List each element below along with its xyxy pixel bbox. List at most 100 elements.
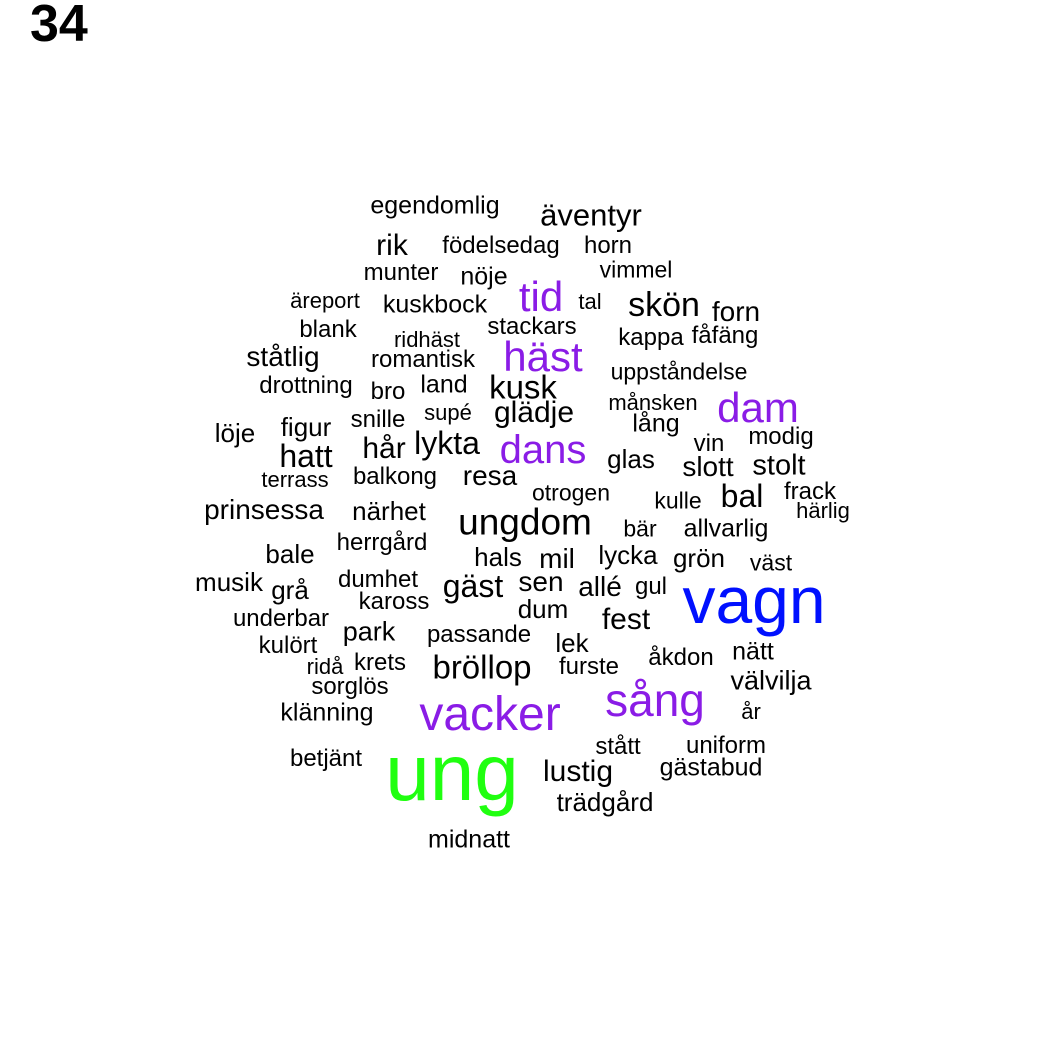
cloud-word: sen: [518, 566, 564, 597]
cloud-word: glädje: [493, 396, 575, 429]
cloud-word: dans: [499, 428, 587, 472]
cloud-word: kulle: [654, 487, 702, 514]
cloud-word: passande: [426, 621, 532, 648]
cloud-word: bröllop: [432, 648, 532, 686]
cloud-word: krets: [353, 649, 407, 676]
cloud-word: drottning: [259, 372, 353, 399]
cloud-word: födelsedag: [442, 232, 560, 259]
cloud-word: fest: [601, 603, 651, 636]
cloud-word: välvilja: [730, 665, 812, 696]
cloud-word: mil: [539, 543, 575, 574]
cloud-word: land: [420, 370, 468, 399]
cloud-word: hatt: [279, 438, 333, 474]
cloud-word: åkdon: [648, 644, 714, 671]
cloud-word: uppståndelse: [610, 358, 748, 385]
cloud-word: gul: [634, 573, 668, 600]
cloud-word: löje: [214, 418, 256, 448]
cloud-word: midnatt: [428, 825, 510, 854]
cloud-word: dam: [717, 384, 799, 431]
cloud-word: fåfäng: [691, 322, 759, 349]
cloud-word: ståtlig: [246, 341, 320, 372]
cloud-word: lustig: [542, 755, 614, 788]
cloud-word: dumhet: [337, 566, 419, 593]
cloud-word: hals: [474, 542, 522, 572]
cloud-word: bär: [623, 515, 657, 542]
cloud-word: stackars: [487, 313, 577, 340]
cloud-word: herrgård: [336, 529, 428, 556]
cloud-word: vagn: [682, 563, 826, 637]
cloud-word: gäst: [442, 568, 504, 604]
cloud-word: grön: [672, 543, 726, 573]
cloud-word: glas: [607, 444, 655, 474]
cloud-word: hår: [362, 432, 406, 465]
cloud-word: stått: [595, 733, 641, 760]
cloud-word: allé: [578, 571, 622, 602]
cloud-word: furste: [558, 653, 620, 680]
cloud-word: härlig: [796, 498, 850, 523]
cloud-word: tal: [578, 289, 602, 314]
cloud-word: underbar: [232, 605, 330, 632]
cloud-word: vacker: [419, 688, 561, 741]
cloud-word: kulört: [258, 632, 318, 659]
cloud-word: musik: [195, 567, 263, 597]
cloud-word: snille: [350, 406, 406, 433]
cloud-word: modig: [748, 423, 814, 450]
cloud-word: betjänt: [289, 745, 363, 772]
cloud-word: uniform: [685, 732, 767, 759]
page-number: 34: [30, 0, 88, 53]
cloud-word: ridhäst: [393, 327, 461, 352]
cloud-word: äreport: [290, 288, 360, 313]
cloud-word: bro: [370, 378, 406, 405]
cloud-word: supé: [424, 400, 472, 425]
cloud-word: år: [741, 699, 761, 724]
cloud-word: kusk: [489, 368, 557, 406]
cloud-word: rik: [376, 229, 408, 262]
cloud-word: vin: [693, 430, 725, 457]
cloud-word: bal: [720, 478, 764, 514]
cloud-word: lycka: [598, 540, 658, 570]
cloud-word: allvarlig: [683, 514, 769, 543]
cloud-word: otrogen: [531, 479, 611, 506]
cloud-word: blank: [299, 316, 357, 343]
cloud-word: slott: [682, 451, 734, 482]
cloud-word: tid: [518, 273, 564, 320]
cloud-word: gästabud: [659, 753, 763, 782]
cloud-word: balkong: [352, 463, 438, 490]
cloud-word: horn: [583, 232, 633, 259]
cloud-word: stolt: [752, 449, 806, 482]
cloud-word: bale: [265, 539, 315, 569]
cloud-word: skön: [628, 286, 700, 324]
cloud-word: väst: [749, 549, 793, 576]
cloud-word: resa: [462, 460, 518, 491]
cloud-word: park: [342, 616, 396, 647]
cloud-word: kappa: [618, 324, 684, 351]
cloud-word: prinsessa: [204, 494, 324, 525]
cloud-word: lykta: [414, 425, 480, 461]
cloud-word: munter: [363, 259, 439, 286]
cloud-word: ridå: [306, 654, 344, 679]
cloud-word: kaross: [358, 588, 430, 615]
cloud-word: grå: [271, 575, 309, 605]
cloud-word: sorglös: [311, 673, 389, 700]
cloud-word: lek: [555, 628, 589, 658]
cloud-word: äventyr: [540, 197, 642, 233]
cloud-word: frack: [783, 478, 837, 505]
cloud-word: klänning: [280, 698, 374, 727]
cloud-word: trädgård: [556, 787, 654, 817]
cloud-word: kuskbock: [382, 290, 488, 319]
cloud-word: egendomlig: [370, 191, 500, 220]
cloud-word: nätt: [732, 637, 774, 666]
cloud-word: vimmel: [599, 256, 673, 283]
cloud-word: månsken: [608, 390, 698, 415]
cloud-word: romantisk: [370, 346, 476, 373]
cloud-word: häst: [503, 333, 583, 380]
cloud-word: ung: [385, 728, 519, 817]
cloud-word: figur: [280, 412, 332, 442]
cloud-word: närhet: [352, 496, 426, 526]
cloud-word: ungdom: [458, 501, 592, 543]
cloud-word: sång: [605, 674, 705, 726]
cloud-word: lång: [632, 409, 680, 438]
cloud-word: nöje: [460, 262, 508, 291]
cloud-word: terrass: [261, 467, 329, 492]
